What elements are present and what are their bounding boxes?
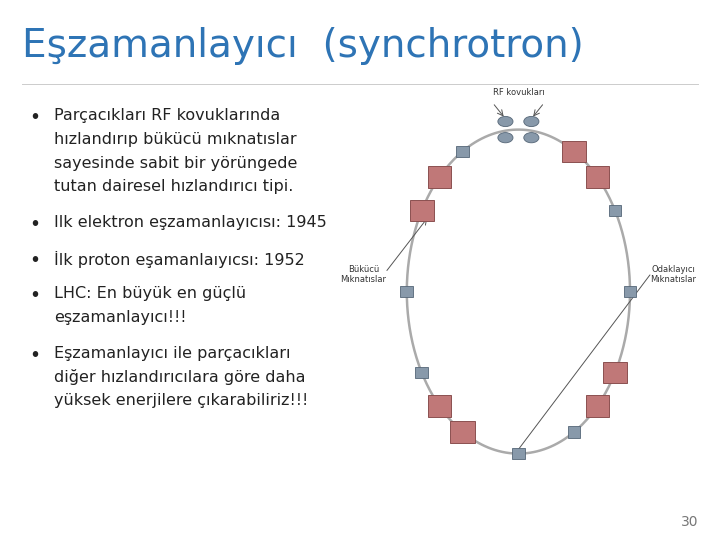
FancyBboxPatch shape [456,146,469,157]
Text: Odaklayıcı
Mıknatıslar: Odaklayıcı Mıknatıslar [650,265,696,284]
Text: •: • [29,251,40,269]
FancyBboxPatch shape [586,166,609,188]
Text: •: • [29,346,40,365]
Ellipse shape [524,133,539,143]
Text: •: • [29,108,40,127]
Text: LHC: En büyük en güçlü: LHC: En büyük en güçlü [54,286,246,301]
Text: Eşzamanlayıcı  (synchrotron): Eşzamanlayıcı (synchrotron) [22,27,583,65]
Text: eşzamanlayıcı!!!: eşzamanlayıcı!!! [54,310,186,325]
Text: sayesinde sabit bir yörüngede: sayesinde sabit bir yörüngede [54,156,297,171]
Text: Ilk elektron eşzamanlayıcısı: 1945: Ilk elektron eşzamanlayıcısı: 1945 [54,215,327,230]
FancyBboxPatch shape [410,200,434,221]
Text: diğer hızlandırıcılara göre daha: diğer hızlandırıcılara göre daha [54,369,305,386]
FancyBboxPatch shape [624,286,636,297]
FancyBboxPatch shape [608,205,621,216]
Text: hızlandırıp bükücü mıknatıslar: hızlandırıp bükücü mıknatıslar [54,132,297,147]
FancyBboxPatch shape [400,286,413,297]
FancyBboxPatch shape [428,166,451,188]
FancyBboxPatch shape [586,395,609,417]
Text: 30: 30 [681,515,698,529]
Text: RF kovukları: RF kovukları [492,88,544,97]
Text: tutan dairesel hızlandırıcı tipi.: tutan dairesel hızlandırıcı tipi. [54,179,293,194]
Text: Bükücü
Mıknatıslar: Bükücü Mıknatıslar [341,265,387,284]
Text: •: • [29,286,40,305]
Text: •: • [29,215,40,234]
FancyBboxPatch shape [428,395,451,417]
FancyBboxPatch shape [603,362,627,383]
FancyBboxPatch shape [512,448,525,459]
Text: yüksek enerjilere çıkarabiliriz!!!: yüksek enerjilere çıkarabiliriz!!! [54,393,308,408]
FancyBboxPatch shape [568,426,580,437]
Text: Parçacıkları RF kovuklarında: Parçacıkları RF kovuklarında [54,108,280,123]
FancyBboxPatch shape [451,421,475,443]
Ellipse shape [524,117,539,126]
FancyBboxPatch shape [415,367,428,378]
Ellipse shape [498,133,513,143]
Ellipse shape [498,117,513,126]
Text: İlk proton eşamanlaıyıcsı: 1952: İlk proton eşamanlaıyıcsı: 1952 [54,251,305,268]
FancyBboxPatch shape [562,140,587,162]
Text: Eşzamanlayıcı ile parçacıkları: Eşzamanlayıcı ile parçacıkları [54,346,290,361]
